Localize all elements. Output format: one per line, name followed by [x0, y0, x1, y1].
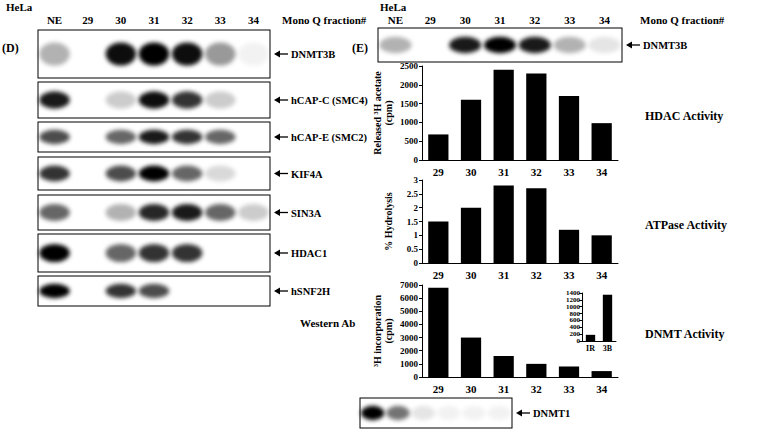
- svg-text:400: 400: [570, 323, 581, 331]
- svg-text:29: 29: [433, 166, 445, 178]
- svg-text:31: 31: [498, 269, 509, 281]
- svg-text:30: 30: [115, 14, 127, 26]
- svg-text:6000: 6000: [400, 293, 419, 303]
- svg-text:0: 0: [414, 372, 419, 382]
- svg-text:HeLa: HeLa: [380, 1, 407, 13]
- svg-text:31: 31: [495, 14, 506, 26]
- svg-text:500: 500: [405, 136, 419, 146]
- svg-text:Western Ab: Western Ab: [300, 317, 355, 329]
- svg-text:DNMT Activity: DNMT Activity: [645, 327, 724, 341]
- svg-text:DNMT3B: DNMT3B: [643, 40, 687, 51]
- svg-text:HDAC Activity: HDAC Activity: [645, 109, 723, 123]
- svg-text:31: 31: [498, 383, 509, 395]
- svg-text:(cpm): (cpm): [383, 101, 395, 126]
- svg-text:(D): (D): [2, 41, 19, 55]
- svg-text:³H incorporation: ³H incorporation: [372, 294, 383, 367]
- svg-text:800: 800: [570, 310, 581, 318]
- svg-text:29: 29: [433, 269, 445, 281]
- svg-text:hCAP-E (SMC2): hCAP-E (SMC2): [291, 132, 368, 144]
- svg-text:NE: NE: [388, 14, 403, 26]
- svg-text:3000: 3000: [400, 333, 419, 343]
- svg-text:hSNF2H: hSNF2H: [291, 286, 330, 297]
- svg-text:1500: 1500: [400, 99, 419, 109]
- svg-text:DNMT1: DNMT1: [533, 408, 570, 419]
- svg-text:0: 0: [414, 155, 419, 165]
- svg-text:33: 33: [564, 383, 576, 395]
- svg-text:33: 33: [564, 14, 576, 26]
- svg-text:29: 29: [425, 14, 437, 26]
- svg-text:5000: 5000: [400, 306, 419, 316]
- svg-text:(cpm): (cpm): [383, 319, 395, 344]
- svg-text:1.5: 1.5: [407, 217, 419, 227]
- svg-text:Released ³H acetate: Released ³H acetate: [372, 71, 383, 155]
- svg-text:Mono Q fraction#: Mono Q fraction#: [282, 14, 367, 26]
- svg-text:30: 30: [460, 14, 472, 26]
- svg-text:33: 33: [215, 14, 227, 26]
- svg-text:2000: 2000: [400, 80, 419, 90]
- svg-text:30: 30: [466, 269, 478, 281]
- svg-text:2.5: 2.5: [407, 189, 419, 199]
- svg-text:1000: 1000: [400, 359, 419, 369]
- svg-text:32: 32: [531, 166, 543, 178]
- svg-text:30: 30: [466, 383, 478, 395]
- svg-text:31: 31: [498, 166, 509, 178]
- svg-text:HeLa: HeLa: [6, 1, 33, 13]
- svg-text:IR: IR: [586, 344, 595, 353]
- svg-text:2: 2: [414, 203, 419, 213]
- svg-text:32: 32: [531, 269, 543, 281]
- svg-text:DNMT3B: DNMT3B: [291, 49, 335, 60]
- svg-text:ATPase Activity: ATPase Activity: [645, 218, 727, 232]
- svg-text:0: 0: [577, 337, 581, 345]
- svg-text:1400: 1400: [566, 289, 581, 297]
- svg-text:30: 30: [466, 166, 478, 178]
- svg-text:34: 34: [599, 14, 611, 26]
- svg-text:% Hydrolysis: % Hydrolysis: [383, 192, 394, 251]
- svg-text:34: 34: [248, 14, 260, 26]
- svg-text:0: 0: [414, 258, 419, 268]
- svg-text:600: 600: [570, 316, 581, 324]
- svg-text:(E): (E): [352, 41, 368, 55]
- svg-text:200: 200: [570, 330, 581, 338]
- svg-text:34: 34: [596, 166, 608, 178]
- svg-text:2500: 2500: [400, 61, 419, 71]
- svg-text:33: 33: [564, 269, 576, 281]
- svg-text:29: 29: [82, 14, 94, 26]
- svg-text:32: 32: [531, 383, 543, 395]
- svg-text:34: 34: [596, 269, 608, 281]
- svg-text:34: 34: [596, 383, 608, 395]
- svg-text:SIN3A: SIN3A: [291, 208, 322, 219]
- svg-text:33: 33: [564, 166, 576, 178]
- svg-text:1000: 1000: [566, 303, 581, 311]
- svg-text:3: 3: [414, 175, 419, 185]
- svg-text:1000: 1000: [400, 117, 419, 127]
- svg-text:32: 32: [529, 14, 541, 26]
- svg-text:HDAC1: HDAC1: [291, 248, 327, 259]
- svg-text:31: 31: [149, 14, 160, 26]
- svg-text:1200: 1200: [566, 296, 581, 304]
- svg-text:32: 32: [182, 14, 194, 26]
- svg-text:4000: 4000: [400, 319, 419, 329]
- svg-text:NE: NE: [47, 14, 62, 26]
- svg-text:KIF4A: KIF4A: [291, 169, 323, 180]
- svg-text:0.5: 0.5: [407, 244, 419, 254]
- svg-text:1: 1: [414, 230, 419, 240]
- svg-text:29: 29: [433, 383, 445, 395]
- svg-text:3B: 3B: [603, 344, 613, 353]
- svg-text:2000: 2000: [400, 346, 419, 356]
- svg-text:7000: 7000: [400, 280, 419, 290]
- svg-text:Mono Q fraction#: Mono Q fraction#: [640, 14, 725, 26]
- svg-text:hCAP-C (SMC4): hCAP-C (SMC4): [291, 95, 368, 107]
